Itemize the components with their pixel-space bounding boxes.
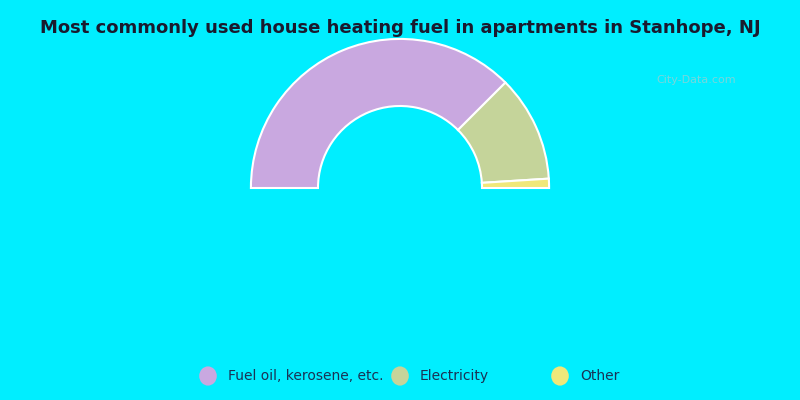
Text: Most commonly used house heating fuel in apartments in Stanhope, NJ: Most commonly used house heating fuel in… — [40, 19, 760, 37]
Text: Electricity: Electricity — [420, 369, 489, 383]
Text: Other: Other — [580, 369, 619, 383]
Ellipse shape — [551, 366, 569, 386]
Ellipse shape — [199, 366, 217, 386]
Text: City-Data.com: City-Data.com — [656, 75, 736, 85]
Wedge shape — [482, 179, 549, 188]
Wedge shape — [251, 39, 506, 188]
Wedge shape — [458, 82, 549, 183]
Ellipse shape — [391, 366, 409, 386]
Text: Fuel oil, kerosene, etc.: Fuel oil, kerosene, etc. — [228, 369, 383, 383]
